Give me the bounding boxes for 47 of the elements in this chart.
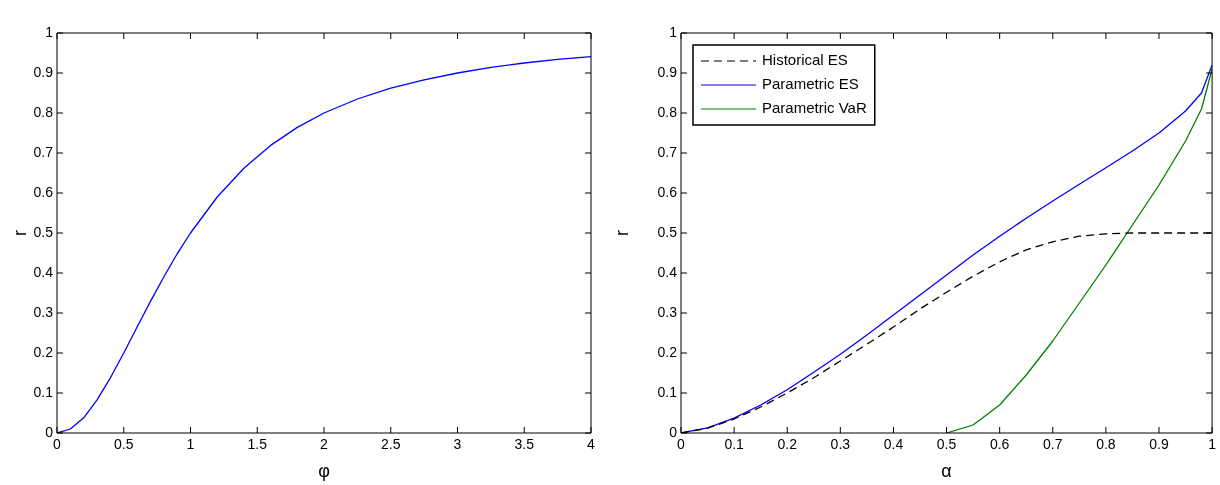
x-tick-label: 0.7 bbox=[1043, 436, 1063, 453]
x-tick-label: 0.4 bbox=[883, 436, 904, 453]
legend-label: Parametric ES bbox=[762, 75, 859, 93]
x-tick-label: 1 bbox=[186, 436, 195, 453]
y-tick-label: 0.7 bbox=[657, 143, 678, 160]
y-tick-label: 0.3 bbox=[33, 303, 54, 320]
y-tick-label: 0.6 bbox=[657, 183, 678, 200]
x-tick-label: 0.2 bbox=[777, 436, 798, 453]
x-tick-label: 2 bbox=[320, 436, 329, 453]
x-tick-label: 3 bbox=[453, 436, 462, 453]
x-tick-label: 0.9 bbox=[1149, 436, 1169, 453]
y-tick-label: 0.2 bbox=[33, 343, 54, 360]
x-tick-label: 0.5 bbox=[936, 436, 957, 453]
x-tick-label: 0.1 bbox=[724, 436, 745, 453]
x-tick-label: 4 bbox=[587, 436, 596, 453]
x-tick-label: 0.6 bbox=[989, 436, 1010, 453]
y-axis-title: r bbox=[611, 230, 632, 236]
y-tick-label: 0.4 bbox=[33, 263, 54, 280]
y-tick-label: 0.8 bbox=[657, 103, 678, 120]
y-tick-label: 0.2 bbox=[657, 343, 678, 360]
x-tick-label: 3.5 bbox=[514, 436, 535, 453]
x-axis-title: α bbox=[941, 461, 952, 482]
x-tick-label: 0.8 bbox=[1096, 436, 1116, 453]
y-tick-label: 0.3 bbox=[657, 303, 678, 320]
y-tick-label: 0.1 bbox=[657, 383, 678, 400]
x-tick-label: 1.5 bbox=[247, 436, 268, 453]
y-tick-label: 0.6 bbox=[33, 183, 54, 200]
y-tick-label: 0.4 bbox=[657, 263, 678, 280]
x-axis-title: φ bbox=[318, 461, 330, 482]
y-tick-label: 0.5 bbox=[657, 223, 678, 240]
x-tick-label: 1 bbox=[1208, 436, 1217, 453]
x-tick-label: 0.3 bbox=[830, 436, 851, 453]
y-tick-label: 0 bbox=[45, 423, 54, 440]
y-tick-label: 0.9 bbox=[33, 63, 54, 80]
y-tick-label: 0.5 bbox=[33, 223, 54, 240]
y-tick-label: 1 bbox=[669, 23, 678, 40]
x-tick-label: 2.5 bbox=[381, 436, 401, 453]
y-tick-label: 1 bbox=[45, 23, 54, 40]
y-tick-label: 0.7 bbox=[33, 143, 54, 160]
y-tick-label: 0 bbox=[669, 423, 678, 440]
legend-label: Historical ES bbox=[762, 51, 848, 69]
x-tick-label: 0.5 bbox=[114, 436, 134, 453]
y-tick-label: 0.9 bbox=[657, 63, 678, 80]
legend-label: Parametric VaR bbox=[762, 99, 867, 117]
y-axis-title: r bbox=[9, 230, 30, 236]
y-tick-label: 0.8 bbox=[33, 103, 54, 120]
y-tick-label: 0.1 bbox=[33, 383, 54, 400]
